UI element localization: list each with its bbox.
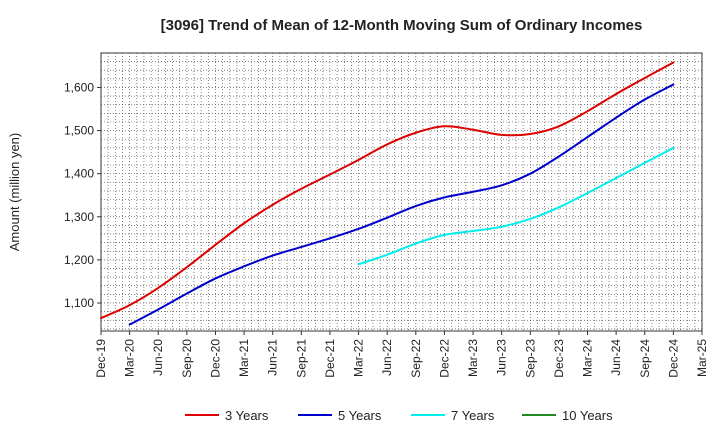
x-tick-label: Sep-23 [523,339,537,378]
x-tick-label: Sep-24 [638,339,652,378]
x-tick-label: Dec-20 [208,339,222,378]
x-tick-label: Dec-22 [437,339,451,378]
x-tick-label: Mar-25 [695,339,709,377]
series-lines [100,61,675,326]
x-tick-label: Jun-23 [495,339,509,376]
legend-label: 7 Years [451,408,495,423]
x-tick-label: Jun-24 [609,339,623,376]
y-tick-label: 1,300 [64,210,94,224]
chart-title: [3096] Trend of Mean of 12-Month Moving … [161,17,643,34]
x-tick-label: Mar-22 [352,339,366,377]
x-tick-label: Mar-20 [123,339,137,377]
x-tick-label: Jun-21 [266,339,280,376]
x-tick-label: Jun-20 [151,339,165,376]
x-tick-label: Mar-24 [581,339,595,377]
y-tick-label: 1,400 [64,167,94,181]
x-tick-label: Sep-21 [294,339,308,378]
y-tick-label: 1,500 [64,124,94,138]
plot-frame [100,52,703,332]
x-tick-label: Dec-23 [552,339,566,378]
series-line-3-years [100,61,675,320]
legend-label: 3 Years [225,408,269,423]
y-tick-label: 1,200 [64,253,94,267]
legend-label: 10 Years [562,408,613,423]
x-tick-label: Jun-22 [380,339,394,376]
x-tick-label: Sep-22 [409,339,423,378]
y-tick-label: 1,600 [64,80,94,94]
y-tick-label: 1,100 [64,296,94,310]
x-tick-label: Mar-23 [466,339,480,377]
legend: 3 Years 5 Years 7 Years 10 Years [185,408,613,423]
legend-label: 5 Years [338,408,382,423]
x-tick-label: Dec-21 [323,339,337,378]
grid [101,52,702,331]
x-tick-label: Dec-19 [94,339,108,378]
series-line-5-years [128,83,675,326]
x-tick-label: Mar-21 [237,339,251,377]
x-tick-label: Sep-20 [180,339,194,378]
y-axis-label: Amount (million yen) [7,133,22,252]
series-line-7-years [357,146,675,266]
x-tick-label: Dec-24 [666,339,680,378]
